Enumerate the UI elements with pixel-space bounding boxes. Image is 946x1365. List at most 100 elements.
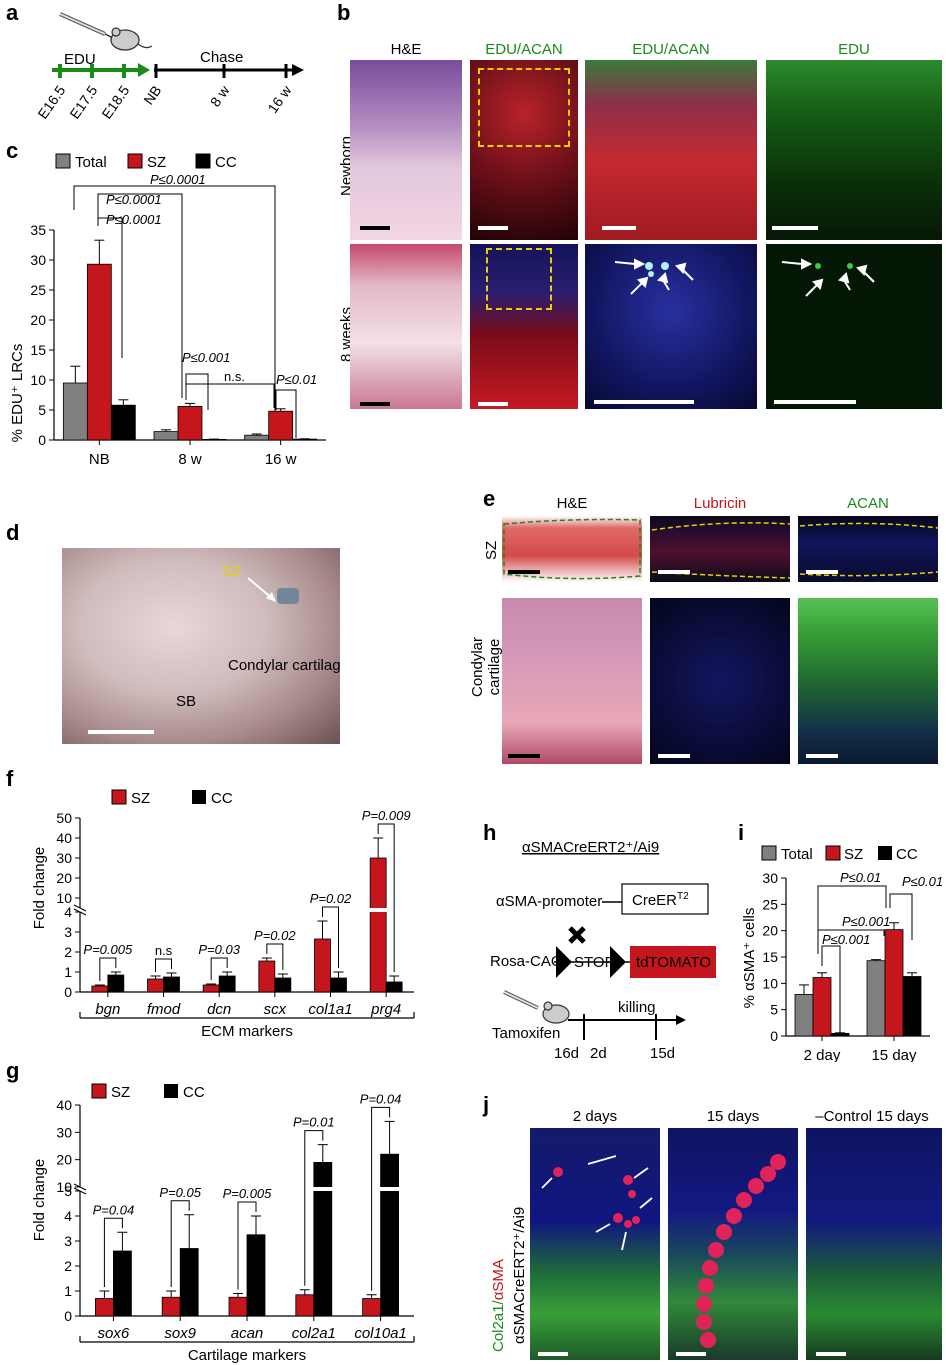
legend-cc: CC	[215, 154, 237, 171]
scale-bar	[806, 570, 838, 574]
g-axes: 0 1 2 3 4 510 20 30 40	[56, 1097, 414, 1324]
legend-sz: SZ	[111, 1084, 130, 1101]
e-col-acan: ACAN	[847, 495, 889, 512]
bar-cc	[110, 404, 136, 441]
x-tick-label: 8 w	[178, 451, 202, 468]
chart-i: Total SZ CC % αSMA⁺ cells 0 5 10 15 20 25 30 2 …	[741, 845, 943, 1062]
bar-sz	[314, 938, 331, 993]
h-tick-15d: 15d	[650, 1045, 675, 1062]
f-pvals: P=0.005 n.s P=0.03 P=0.02 P=0.02 P=0.009	[83, 808, 410, 958]
h-rosa: Rosa-CAG	[490, 953, 563, 970]
scale-bar	[806, 754, 838, 758]
d-forceps-tip	[277, 588, 299, 604]
y-tick-label: 40	[56, 830, 72, 846]
y-tick-label: 3	[64, 1233, 72, 1249]
b-edu-acan-zoom-8weeks	[585, 244, 757, 409]
bar-sz	[362, 1298, 382, 1317]
g-bars	[95, 1120, 400, 1317]
b-col-edu: EDU	[838, 41, 870, 58]
b-col-edu-acan-1: EDU/ACAN	[470, 41, 578, 58]
i-axes: 0 5 10 15 20 25 30 2 day 15 day	[762, 870, 930, 1062]
e-row-condylar: Condylar cartilage	[469, 636, 503, 698]
scale-bar	[658, 754, 690, 758]
j-col-15days: 15 days	[706, 1108, 760, 1125]
panel-h-letter: h	[483, 820, 497, 845]
j-image-2days	[530, 1128, 660, 1360]
c-pval-2: P≤0.0001	[106, 192, 162, 207]
y-tick-label: 10	[762, 975, 778, 991]
bar-cc	[313, 1162, 333, 1317]
h-tick-2d: 2d	[590, 1045, 607, 1062]
f-ylabel: Fold change	[31, 847, 48, 930]
legend-total: Total	[781, 846, 813, 863]
i-pval-4: P≤0.001	[822, 932, 870, 947]
y-tick-label: 15	[762, 949, 778, 965]
j-red-cells-2days	[553, 1167, 640, 1228]
scale-bar	[508, 570, 540, 574]
b-edu-8weeks	[766, 244, 942, 409]
bar-sz	[812, 977, 832, 1037]
h-schematic: αSMACreERT2⁺/Ai9 αSMA-promoter CreERT2 R…	[490, 839, 716, 1062]
legend-sz-swatch	[91, 1083, 107, 1099]
x-mark-icon	[568, 926, 586, 944]
x-tick-label: 2 day	[804, 1047, 841, 1062]
y-tick-label: 1	[64, 964, 72, 980]
c-brackets	[73, 185, 297, 438]
b-col-he: H&E	[390, 41, 422, 58]
b-edu-acan-newborn	[470, 60, 578, 240]
h-tamoxifen: Tamoxifen	[492, 1025, 560, 1042]
y-tick-label: 5	[770, 1002, 778, 1018]
p-value-label: P=0.01	[293, 1115, 335, 1130]
h-creer: CreERT2	[632, 891, 689, 909]
i-pval-2: P≤0.01	[902, 874, 943, 889]
panel-b-letter: b	[337, 0, 351, 25]
scale-bar	[658, 570, 690, 574]
b-col-edu-acan-2: EDU/ACAN	[585, 41, 757, 58]
panel-f-letter: f	[6, 766, 14, 791]
legend-cc-swatch	[195, 153, 211, 169]
h-promoter: αSMA-promoter	[496, 893, 602, 910]
bar-cc	[385, 981, 403, 993]
e-col-lubricin: Lubricin	[693, 495, 747, 512]
i-pval-3: P≤0.001	[842, 914, 890, 929]
scale-bar	[478, 226, 508, 230]
y-tick-label: 30	[56, 850, 72, 866]
bar-cc	[330, 977, 347, 993]
y-tick-label: 40	[56, 1097, 72, 1113]
legend-sz: SZ	[131, 790, 150, 807]
x-tick-label: sox6	[98, 1325, 130, 1342]
y-tick-label: 0	[64, 984, 72, 1000]
loxp-triangle-icon	[556, 946, 572, 978]
h-killing: killing	[618, 999, 656, 1016]
chase-tick-3: 16 w	[264, 82, 295, 116]
f-xlabel: ECM markers	[201, 1023, 293, 1040]
legend-sz-swatch	[111, 789, 127, 805]
legend-cc-swatch	[878, 846, 892, 860]
scale-bar	[772, 226, 818, 230]
f-axes: 0 1 2 3 410 20 30 40 50	[56, 810, 414, 1000]
y-tick-label: 3	[64, 924, 72, 940]
y-tick-label: 2	[64, 944, 72, 960]
legend-sz-swatch	[825, 845, 841, 861]
scale-bar	[88, 730, 154, 734]
bar-total	[866, 960, 886, 1037]
chase-tick-2: 8 w	[207, 82, 233, 110]
bar-sz	[95, 1298, 114, 1317]
edu-tick-3: E18.5	[98, 82, 132, 121]
h-tdtomato-box	[630, 946, 716, 978]
bar-total	[153, 431, 179, 441]
bar-cc	[107, 974, 125, 993]
bar-sz	[147, 978, 164, 993]
d-photo	[62, 548, 340, 744]
axis-break-gap	[369, 908, 388, 912]
i-pval-1: P≤0.01	[840, 870, 881, 885]
bar-sz	[86, 263, 112, 441]
y-tick-label: 20	[762, 923, 778, 939]
arrow-icon	[781, 258, 875, 297]
c-pval-5: n.s.	[224, 369, 245, 384]
p-value-label: P=0.005	[223, 1186, 273, 1201]
y-tick-label: 4	[64, 904, 72, 920]
bar-sz	[258, 960, 276, 993]
e-col-he: H&E	[556, 495, 588, 512]
